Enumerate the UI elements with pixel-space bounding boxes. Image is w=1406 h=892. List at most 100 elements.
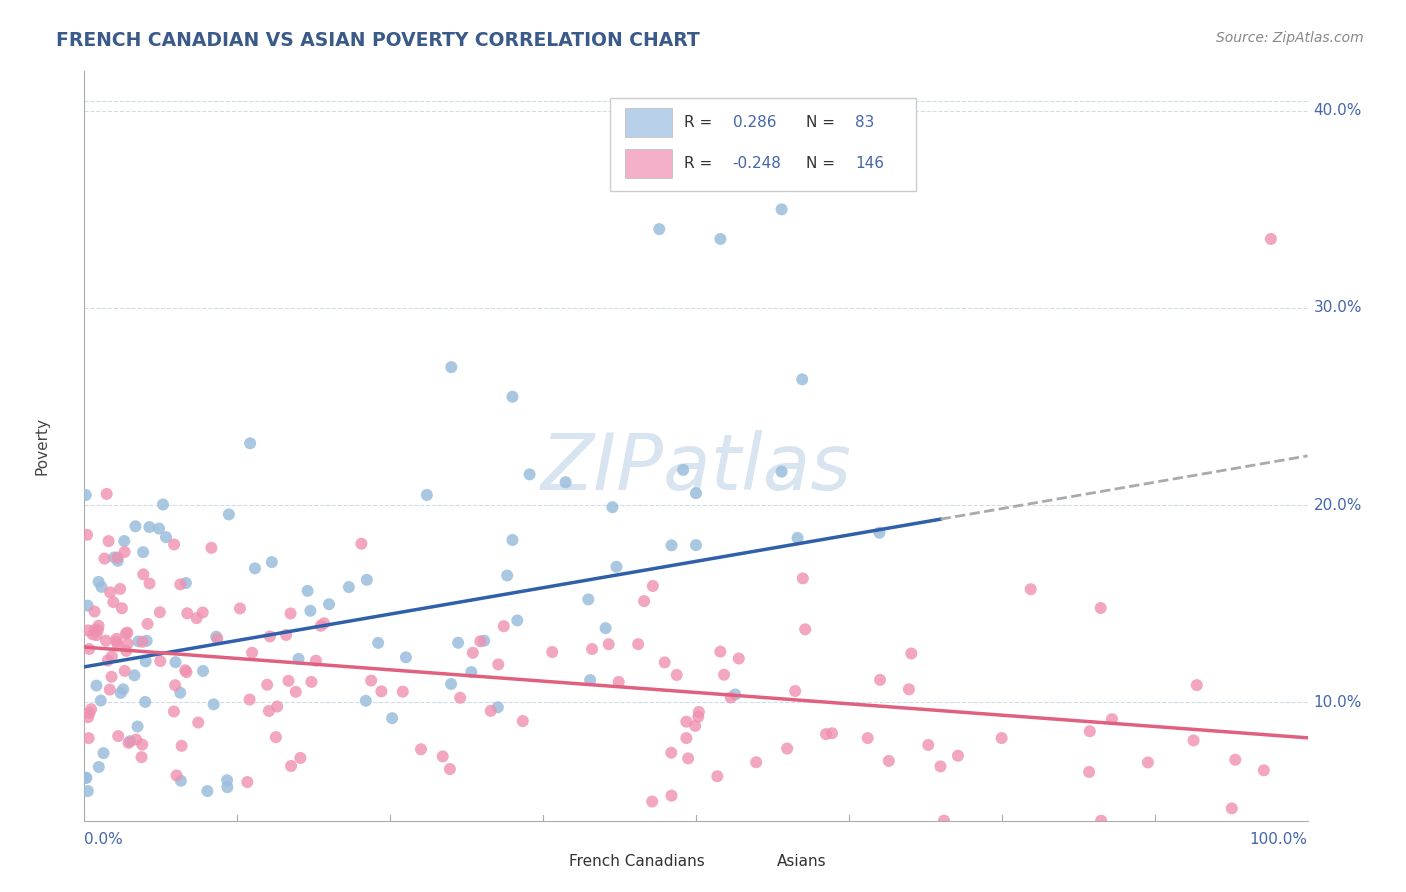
Point [266, 699, 288, 714]
Point [745, 756, 768, 770]
Point [598, 637, 620, 651]
Point [86, 628, 108, 642]
Point [688, 705, 710, 719]
Point [460, 665, 482, 679]
Point [633, 594, 655, 608]
Point [318, 597, 340, 611]
Point [900, 647, 922, 661]
Point [202, 698, 225, 712]
Point [381, 711, 404, 725]
Point [1078, 764, 1101, 779]
Point [135, 654, 157, 668]
Point [97, 534, 120, 549]
Point [869, 525, 891, 540]
Text: 0.0%: 0.0% [84, 832, 124, 847]
Point [127, 634, 149, 648]
Point [108, 582, 131, 596]
Point [149, 605, 172, 619]
Point [312, 616, 335, 631]
Point [877, 754, 900, 768]
Point [350, 537, 373, 551]
Point [174, 576, 197, 591]
Point [724, 688, 747, 702]
Point [305, 654, 328, 668]
Point [856, 731, 879, 745]
Point [581, 642, 603, 657]
Text: Poverty: Poverty [34, 417, 49, 475]
Point [76, 784, 98, 798]
Point [595, 621, 617, 635]
Point [792, 571, 814, 585]
Point [447, 636, 470, 650]
Point [218, 508, 240, 522]
Point [492, 619, 515, 633]
Point [470, 634, 492, 648]
Point [486, 657, 509, 672]
Point [929, 759, 952, 773]
Point [240, 646, 263, 660]
Point [770, 202, 793, 217]
Point [1225, 753, 1247, 767]
Point [395, 650, 418, 665]
Point [641, 795, 664, 809]
Point [124, 519, 146, 533]
Point [579, 673, 602, 687]
Point [86, 679, 108, 693]
Point [946, 748, 969, 763]
Point [776, 741, 799, 756]
Point [94, 633, 117, 648]
Point [112, 534, 135, 549]
Point [409, 742, 432, 756]
Point [132, 545, 155, 559]
Point [439, 762, 461, 776]
Point [136, 616, 159, 631]
Point [107, 729, 129, 743]
Point [665, 668, 688, 682]
FancyBboxPatch shape [534, 851, 567, 873]
Point [107, 550, 129, 565]
Point [80, 702, 103, 716]
Point [1078, 724, 1101, 739]
Text: 0.286: 0.286 [733, 115, 776, 130]
Point [163, 705, 186, 719]
Point [77, 642, 100, 657]
Point [869, 673, 891, 687]
Point [103, 550, 125, 565]
Point [932, 814, 955, 828]
Point [554, 475, 576, 490]
Point [174, 663, 197, 677]
Point [195, 784, 218, 798]
Point [114, 664, 136, 678]
Point [217, 780, 239, 794]
Text: 30.0%: 30.0% [1313, 301, 1362, 316]
Point [519, 467, 541, 482]
Point [602, 500, 624, 515]
Text: ZIPatlas: ZIPatlas [540, 431, 852, 507]
Text: 146: 146 [855, 156, 884, 171]
Point [105, 634, 128, 648]
Point [432, 749, 454, 764]
Point [229, 601, 252, 615]
Point [641, 579, 664, 593]
Point [367, 636, 389, 650]
Point [170, 739, 193, 753]
Text: N =: N = [806, 115, 839, 130]
Point [675, 731, 697, 745]
Point [148, 522, 170, 536]
Point [706, 769, 728, 783]
Point [169, 686, 191, 700]
Point [134, 695, 156, 709]
Point [98, 585, 121, 599]
Point [100, 670, 122, 684]
Point [87, 760, 110, 774]
Point [93, 551, 115, 566]
Text: R =: R = [683, 115, 717, 130]
Point [990, 731, 1012, 745]
Point [165, 655, 187, 669]
Point [354, 694, 377, 708]
Point [264, 730, 287, 744]
Point [661, 789, 683, 803]
Point [98, 682, 121, 697]
Point [239, 436, 262, 450]
Text: Asians: Asians [776, 854, 827, 869]
